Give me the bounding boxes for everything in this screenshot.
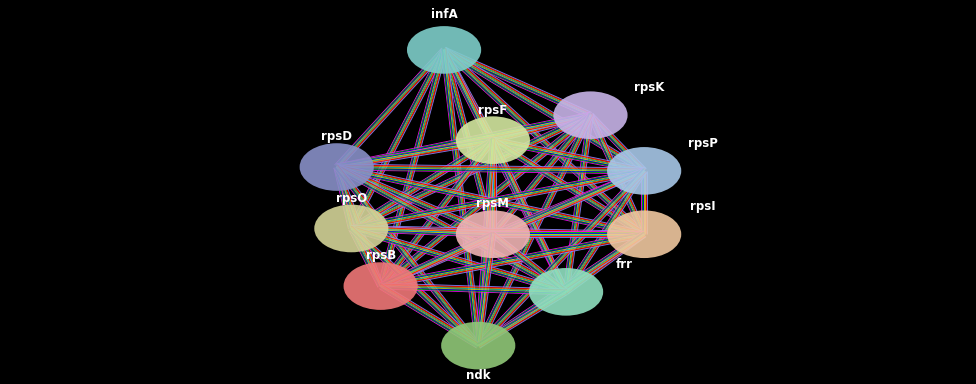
Ellipse shape [407,26,481,74]
Text: rpsK: rpsK [633,81,665,94]
Ellipse shape [441,322,515,369]
Text: rpsM: rpsM [476,197,509,210]
Ellipse shape [456,116,530,164]
Text: rpsI: rpsI [690,200,715,213]
Text: frr: frr [616,258,633,271]
Ellipse shape [314,205,388,252]
Text: rpsP: rpsP [688,137,717,150]
Text: rpsO: rpsO [336,192,367,205]
Ellipse shape [344,262,418,310]
Text: ndk: ndk [466,369,491,382]
Ellipse shape [553,91,628,139]
Ellipse shape [607,210,681,258]
Ellipse shape [300,143,374,191]
Ellipse shape [456,210,530,258]
Text: rpsB: rpsB [366,249,395,262]
Text: rpsF: rpsF [478,104,508,117]
Text: rpsD: rpsD [321,130,352,143]
Ellipse shape [529,268,603,316]
Text: infA: infA [430,8,458,21]
Ellipse shape [607,147,681,195]
